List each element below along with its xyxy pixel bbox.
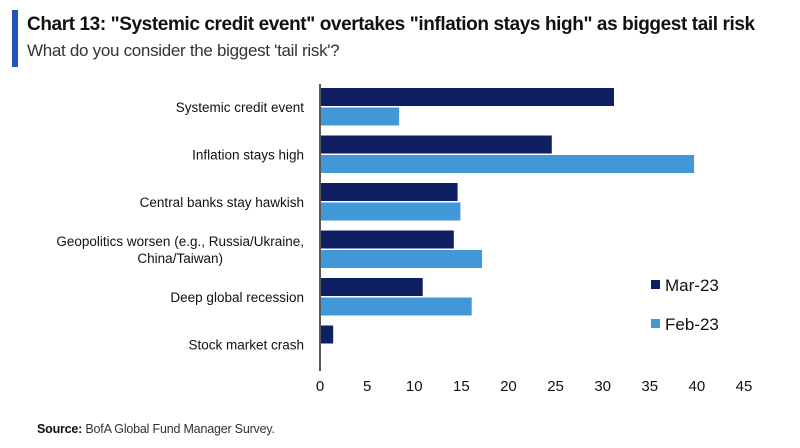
category-label-line: Stock market crash xyxy=(188,337,304,352)
category-label-line: Inflation stays high xyxy=(192,147,304,162)
bar-mar-23-0 xyxy=(321,88,614,106)
bar-feb-23-2 xyxy=(321,202,461,221)
category-label-line: China/Taiwan) xyxy=(137,251,223,266)
legend-swatch-mar-23 xyxy=(651,280,660,289)
x-tick-labels: 0 5 10 15 20 25 30 35 40 45 xyxy=(316,378,753,395)
bar-feb-23-3 xyxy=(321,250,483,268)
x-tick-label: 45 xyxy=(736,378,753,395)
bar-mar-23-4 xyxy=(321,278,423,296)
legend-label-mar-23: Mar-23 xyxy=(665,276,719,295)
x-tick-label: 10 xyxy=(406,378,423,395)
category-label: Systemic credit event xyxy=(176,100,305,115)
category-label-line: Deep global recession xyxy=(170,290,304,305)
legend: Mar-23 Feb-23 xyxy=(651,276,719,334)
category-label: Central banks stay hawkish xyxy=(140,195,304,210)
bar-mar-23-3 xyxy=(321,230,454,249)
category-label: Stock market crash xyxy=(188,337,304,352)
title-accent-bar xyxy=(12,10,18,67)
x-tick-label: 5 xyxy=(363,378,371,395)
x-tick-label: 35 xyxy=(641,378,658,395)
legend-swatch-feb-23 xyxy=(651,319,660,328)
bar-mar-23-2 xyxy=(321,183,458,201)
chart-title: Chart 13: "Systemic credit event" overta… xyxy=(27,14,755,35)
bar-mar-23-5 xyxy=(321,325,334,344)
source-note: Source: BofA Global Fund Manager Survey. xyxy=(37,422,275,436)
category-label: Geopolitics worsen (e.g., Russia/Ukraine… xyxy=(56,234,304,266)
category-label-line: Systemic credit event xyxy=(176,100,305,115)
x-tick-label: 15 xyxy=(453,378,470,395)
x-tick-label: 20 xyxy=(500,378,517,395)
source-label: Source: xyxy=(37,422,83,436)
bars-group xyxy=(321,88,695,344)
source-text: BofA Global Fund Manager Survey. xyxy=(85,422,275,436)
bar-feb-23-4 xyxy=(321,297,472,316)
category-labels: Systemic credit event Inflation stays hig… xyxy=(56,100,304,353)
x-tick-label: 40 xyxy=(689,378,706,395)
chart-subtitle: What do you consider the biggest 'tail r… xyxy=(27,41,340,60)
x-tick-label: 25 xyxy=(547,378,564,395)
bar-feb-23-0 xyxy=(321,107,400,126)
x-tick-label: 0 xyxy=(316,378,324,395)
legend-label-feb-23: Feb-23 xyxy=(665,315,719,334)
category-label: Inflation stays high xyxy=(192,147,304,162)
category-label-line: Central banks stay hawkish xyxy=(140,195,304,210)
bar-mar-23-1 xyxy=(321,135,552,154)
category-label: Deep global recession xyxy=(170,290,304,305)
category-label-line: Geopolitics worsen (e.g., Russia/Ukraine… xyxy=(56,234,304,249)
x-tick-label: 30 xyxy=(594,378,611,395)
bar-feb-23-1 xyxy=(321,155,695,173)
